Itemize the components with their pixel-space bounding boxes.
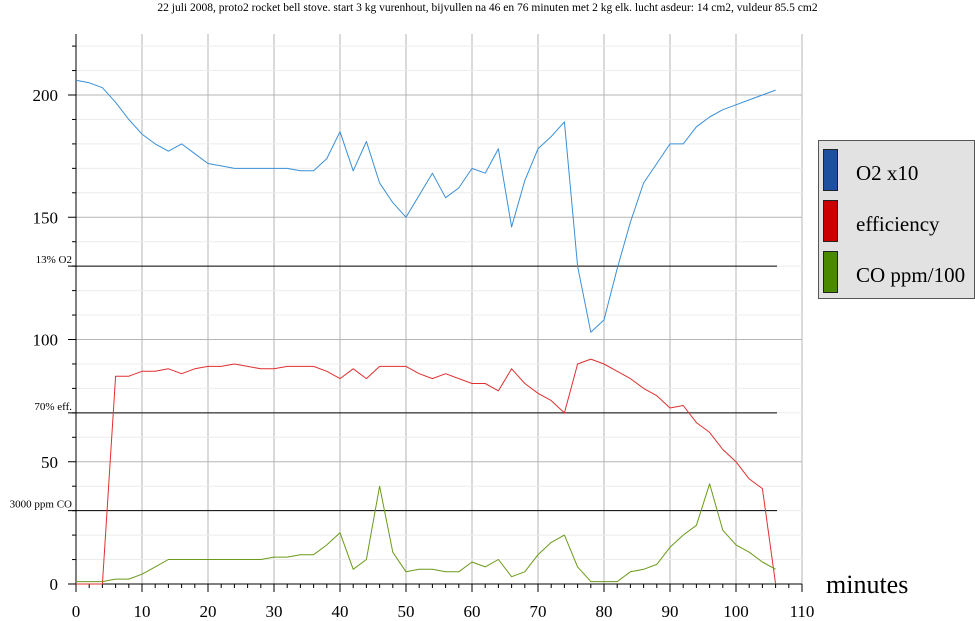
chart-title: 22 juli 2008, proto2 rocket bell stove. … [157,2,818,14]
legend-item-efficiency: efficiency [823,198,973,242]
series-line-0 [75,79,776,333]
legend-item-o2: O2 x10 [823,147,973,191]
x-tick-label: 60 [464,602,481,621]
legend-label-efficiency: efficiency [856,212,940,236]
x-tick-label: 30 [266,602,283,621]
reference-line-label: 3000 ppm CO [10,499,72,511]
x-tick-label: 0 [72,602,81,621]
y-tick-label: 150 [33,208,59,227]
axes: 0 10 20 30 40 50 60 70 80 90 100 110 0 50 100 150 200 [33,34,815,621]
x-tick-label: 50 [398,602,415,621]
series-lines [75,79,777,585]
legend: O2 x10 efficiency CO ppm/100 [818,140,975,299]
y-tick-label: 100 [33,331,59,350]
legend-label-co: CO ppm/100 [856,263,966,287]
y-tick-label: 50 [41,453,58,472]
y-tick-label: 200 [33,86,59,105]
series-line-1 [76,358,777,585]
x-tick-label: 80 [596,602,613,621]
x-tick-label: 70 [530,602,547,621]
x-tick-label: 100 [723,602,749,621]
x-tick-label: 20 [200,602,217,621]
legend-swatch-efficiency [823,200,838,242]
x-tick-label: 110 [790,602,815,621]
series-line-2 [76,483,776,583]
reference-lines: 13% O2 70% eff. 3000 ppm CO [10,254,777,512]
legend-item-co: CO ppm/100 [823,249,973,293]
legend-label-o2: O2 x10 [856,161,919,185]
legend-swatch-o2 [823,149,838,191]
legend-swatch-co [823,251,838,293]
y-tick-label: 0 [50,575,59,594]
x-tick-label: 90 [662,602,679,621]
x-axis-title: minutes [826,570,908,599]
reference-line-label: 70% eff. [34,401,72,413]
x-tick-label: 40 [332,602,349,621]
grid-layer [76,34,803,584]
x-tick-label: 10 [134,602,151,621]
reference-line-label: 13% O2 [36,254,72,266]
